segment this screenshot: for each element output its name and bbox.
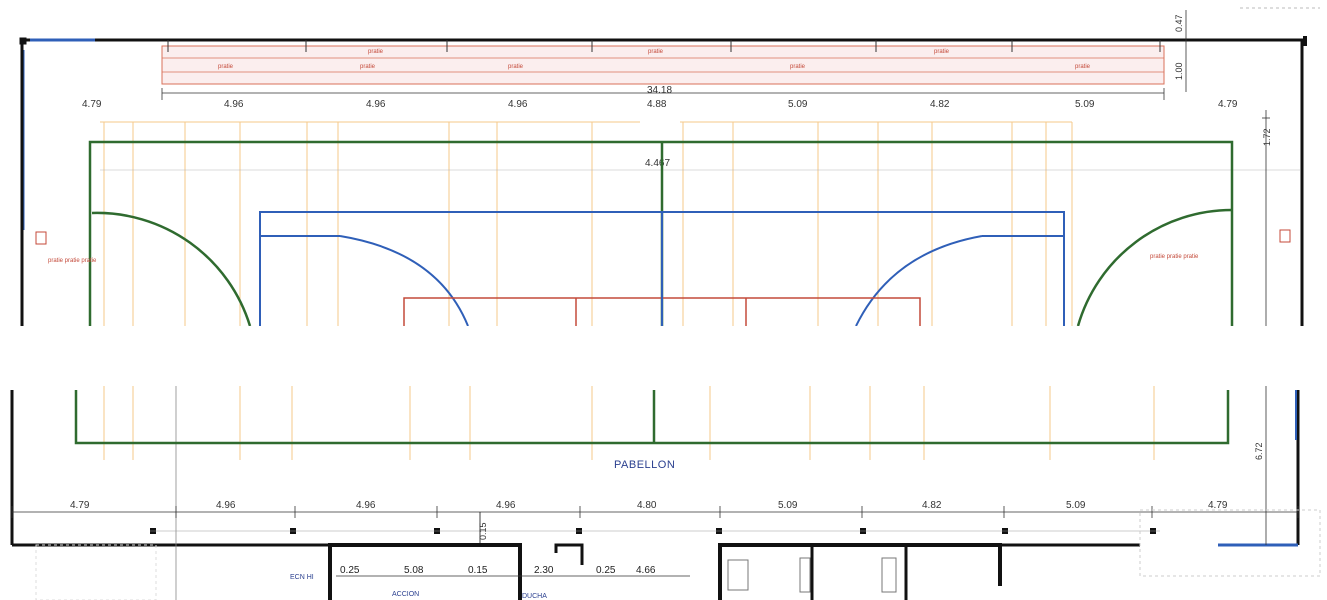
right-dimension-line (1185, 10, 1270, 326)
segment-dim: 4.96 (366, 99, 386, 110)
room-label: ECN HI (290, 574, 314, 581)
bottom-dim: 4.96 (356, 500, 376, 511)
fixtures (727, 557, 897, 593)
left-side-note: pratie pratie pratie (48, 258, 97, 264)
structure-grid-lower (103, 386, 1155, 460)
truss-label: pratie (934, 49, 950, 55)
end-dim-right: 4.79 (1218, 99, 1238, 110)
room-dim: 0.25 (340, 565, 360, 576)
structure-grid (100, 121, 1300, 326)
room-dim: 5.08 (404, 565, 424, 576)
crop-gap (0, 326, 1327, 386)
bottom-dimension-chain (11, 506, 1299, 518)
truss-label: pratie (368, 49, 384, 55)
segment-dim: 4.96 (508, 99, 528, 110)
side-markers (35, 229, 1291, 245)
court-outline-lower (74, 390, 1230, 445)
vertical-dim: 1.00 (1174, 62, 1184, 80)
truss-label: pratie (790, 64, 806, 70)
bottom-dim: 4.82 (922, 500, 942, 511)
truss-label: pratie (218, 64, 234, 70)
bottom-dim: 4.96 (496, 500, 516, 511)
bottom-dim: 4.96 (216, 500, 236, 511)
segment-dim: 4.96 (224, 99, 244, 110)
end-dim-left: 4.79 (82, 99, 102, 110)
sheet-frame-bottom-left (35, 544, 157, 600)
segment-dim: 5.09 (1075, 99, 1095, 110)
bottom-dim: 5.09 (778, 500, 798, 511)
bottom-dim: 4.80 (637, 500, 657, 511)
room-label: ACCION (392, 591, 419, 598)
roof-truss: pratie pratie pratie pratie pratie prati… (161, 40, 1165, 85)
truss-label: pratie (360, 64, 376, 70)
center-dim: 4.467 (645, 158, 670, 169)
vertical-dim: 1.72 (1262, 128, 1272, 146)
truss-label: pratie (1075, 64, 1091, 70)
bottom-dim: 5.09 (1066, 500, 1086, 511)
vertical-dim-lower: 6.72 (1254, 442, 1264, 460)
bottom-dim: 4.79 (1208, 500, 1228, 511)
upper-view: pratie pratie pratie pratie pratie prati… (19, 7, 1320, 327)
room-label: DUCHA (522, 593, 547, 600)
room-dim: 0.15 (468, 565, 488, 576)
total-width-dim: 34.18 (647, 85, 672, 96)
segment-dim: 4.82 (930, 99, 950, 110)
sheet-frame-bottom-right (1139, 509, 1321, 577)
top-dimension-chain (161, 88, 1165, 100)
segment-dim: 5.09 (788, 99, 808, 110)
vertical-small-dim: 0.15 (478, 522, 488, 540)
changing-rooms (328, 512, 1002, 600)
hall-label: PABELLON (614, 459, 675, 471)
room-dim: 4.66 (636, 565, 656, 576)
truss-label: pratie (508, 64, 524, 70)
segment-dim: 4.88 (647, 99, 667, 110)
bottom-dim: 4.79 (70, 500, 90, 511)
truss-label: pratie (648, 49, 664, 55)
lower-view: PABELLON 6.72 4.79 4.96 4.96 4.96 4.80 5… (10, 386, 1321, 600)
outer-wall (19, 36, 1307, 326)
room-dim: 2.30 (534, 565, 554, 576)
right-side-note: pratie pratie pratie (1150, 254, 1199, 260)
room-dim: 0.25 (596, 565, 616, 576)
vertical-dim: 0.47 (1174, 14, 1184, 32)
